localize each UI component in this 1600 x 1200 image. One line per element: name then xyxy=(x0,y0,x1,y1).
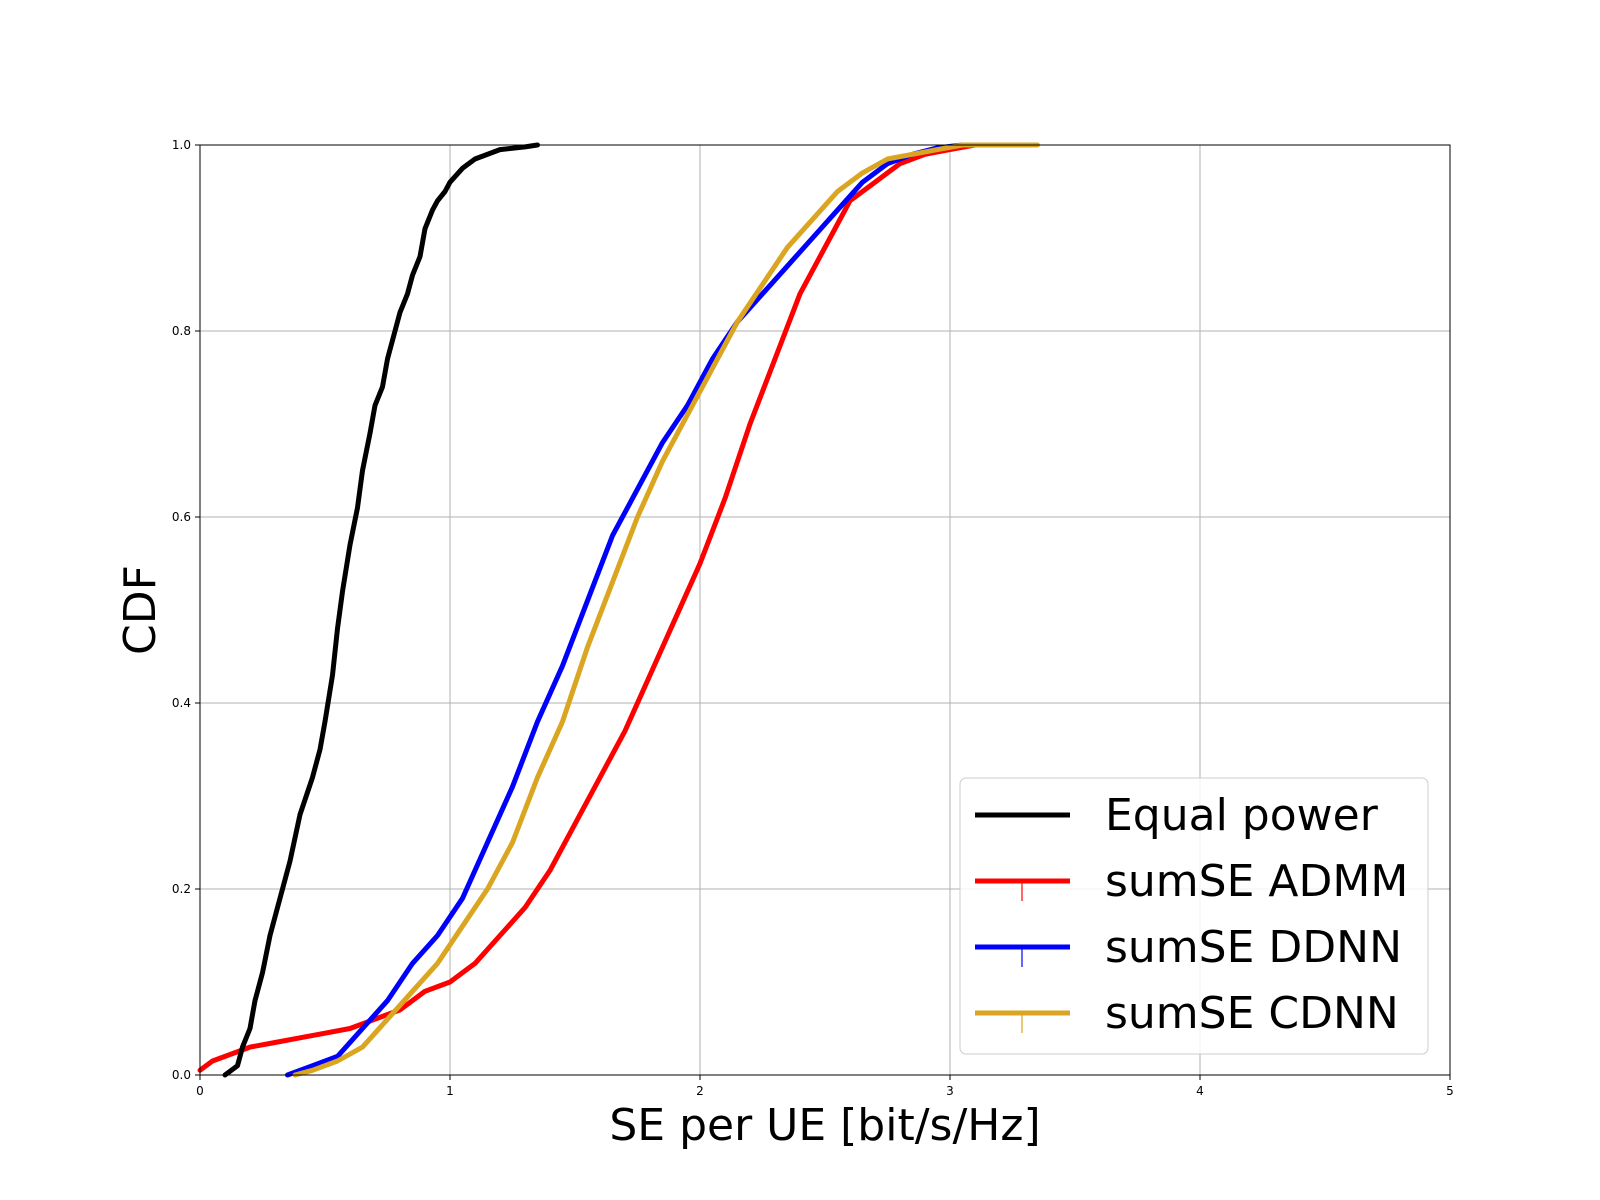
x-tick-label: 3 xyxy=(946,1084,954,1098)
x-tick-label: 0 xyxy=(196,1084,204,1098)
legend: Equal power sumSE ADMM sumSE DDNN sumSE CDN… xyxy=(959,777,1429,1055)
x-axis-label: SE per UE [bit/s/Hz] xyxy=(609,1100,1040,1151)
y-tick-label: 1.0 xyxy=(172,138,191,152)
series-layer xyxy=(197,142,1040,1078)
y-tick-label: 0.2 xyxy=(172,882,191,896)
x-axis-ticks: 0 1 2 3 4 5 xyxy=(196,1075,1454,1098)
series-line-sumse-admm xyxy=(197,142,1028,1073)
y-tick-label: 0.4 xyxy=(172,696,191,710)
x-tick-label: 1 xyxy=(446,1084,454,1098)
x-tick-label: 4 xyxy=(1196,1084,1204,1098)
legend-frame xyxy=(959,777,1429,1055)
axes-frame xyxy=(199,144,1451,1076)
series-line-equal-power xyxy=(222,142,540,1078)
y-tick-label: 0.6 xyxy=(172,510,191,524)
series-line-sumse-cdnn xyxy=(292,142,1040,1078)
y-axis-label: CDF xyxy=(115,565,166,655)
series-line-sumse-ddnn xyxy=(285,142,1003,1078)
y-axis-ticks: 0.0 0.2 0.4 0.6 0.8 1.0 xyxy=(172,138,200,1082)
legend-label-sumse-ddnn: sumSE DDNN xyxy=(1105,922,1402,973)
legend-label-sumse-cdnn: sumSE CDNN xyxy=(1105,988,1399,1039)
legend-items: Equal power sumSE ADMM sumSE DDNN sumSE CDN… xyxy=(975,790,1408,1039)
legend-label-equal-power: Equal power xyxy=(1105,790,1379,841)
x-tick-label: 2 xyxy=(696,1084,704,1098)
y-tick-label: 0.8 xyxy=(172,324,191,338)
x-tick-label: 5 xyxy=(1446,1084,1454,1098)
y-tick-label: 0.0 xyxy=(172,1068,191,1082)
legend-label-sumse-admm: sumSE ADMM xyxy=(1105,856,1408,907)
